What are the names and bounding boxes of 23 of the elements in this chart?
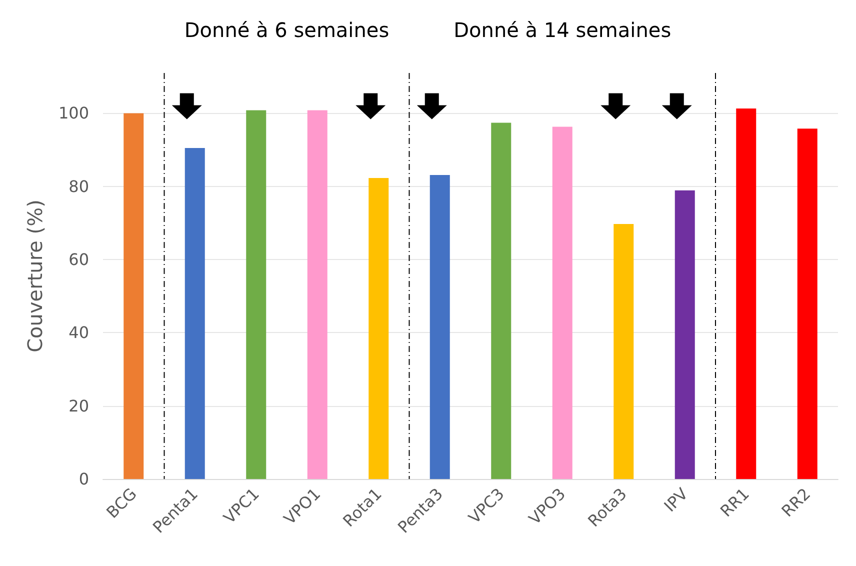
bar — [736, 108, 756, 479]
y-tick-label: 60 — [68, 250, 89, 270]
y-tick-label: 0 — [78, 470, 89, 488]
bar — [307, 110, 328, 479]
bar — [614, 224, 634, 479]
y-tick-label: 100 — [58, 104, 89, 123]
bar — [368, 178, 389, 479]
bar — [491, 122, 512, 479]
bar — [124, 113, 144, 479]
bar — [674, 190, 695, 479]
x-tick-label: RR1 — [716, 484, 753, 521]
text: Donné à 6 semaines — [184, 18, 390, 42]
text: Donné à 14 semaines — [454, 18, 672, 42]
y-tick-label: 80 — [68, 176, 89, 196]
y-tick-label: 20 — [68, 396, 89, 416]
bar — [552, 126, 572, 479]
x-tick-label: IPV — [660, 484, 692, 516]
bar — [797, 128, 818, 479]
bar — [184, 148, 205, 479]
bar — [246, 110, 266, 479]
y-tick-label: 40 — [68, 323, 89, 342]
bar — [430, 175, 450, 479]
y-axis-title: Couverture (%) — [23, 200, 47, 352]
